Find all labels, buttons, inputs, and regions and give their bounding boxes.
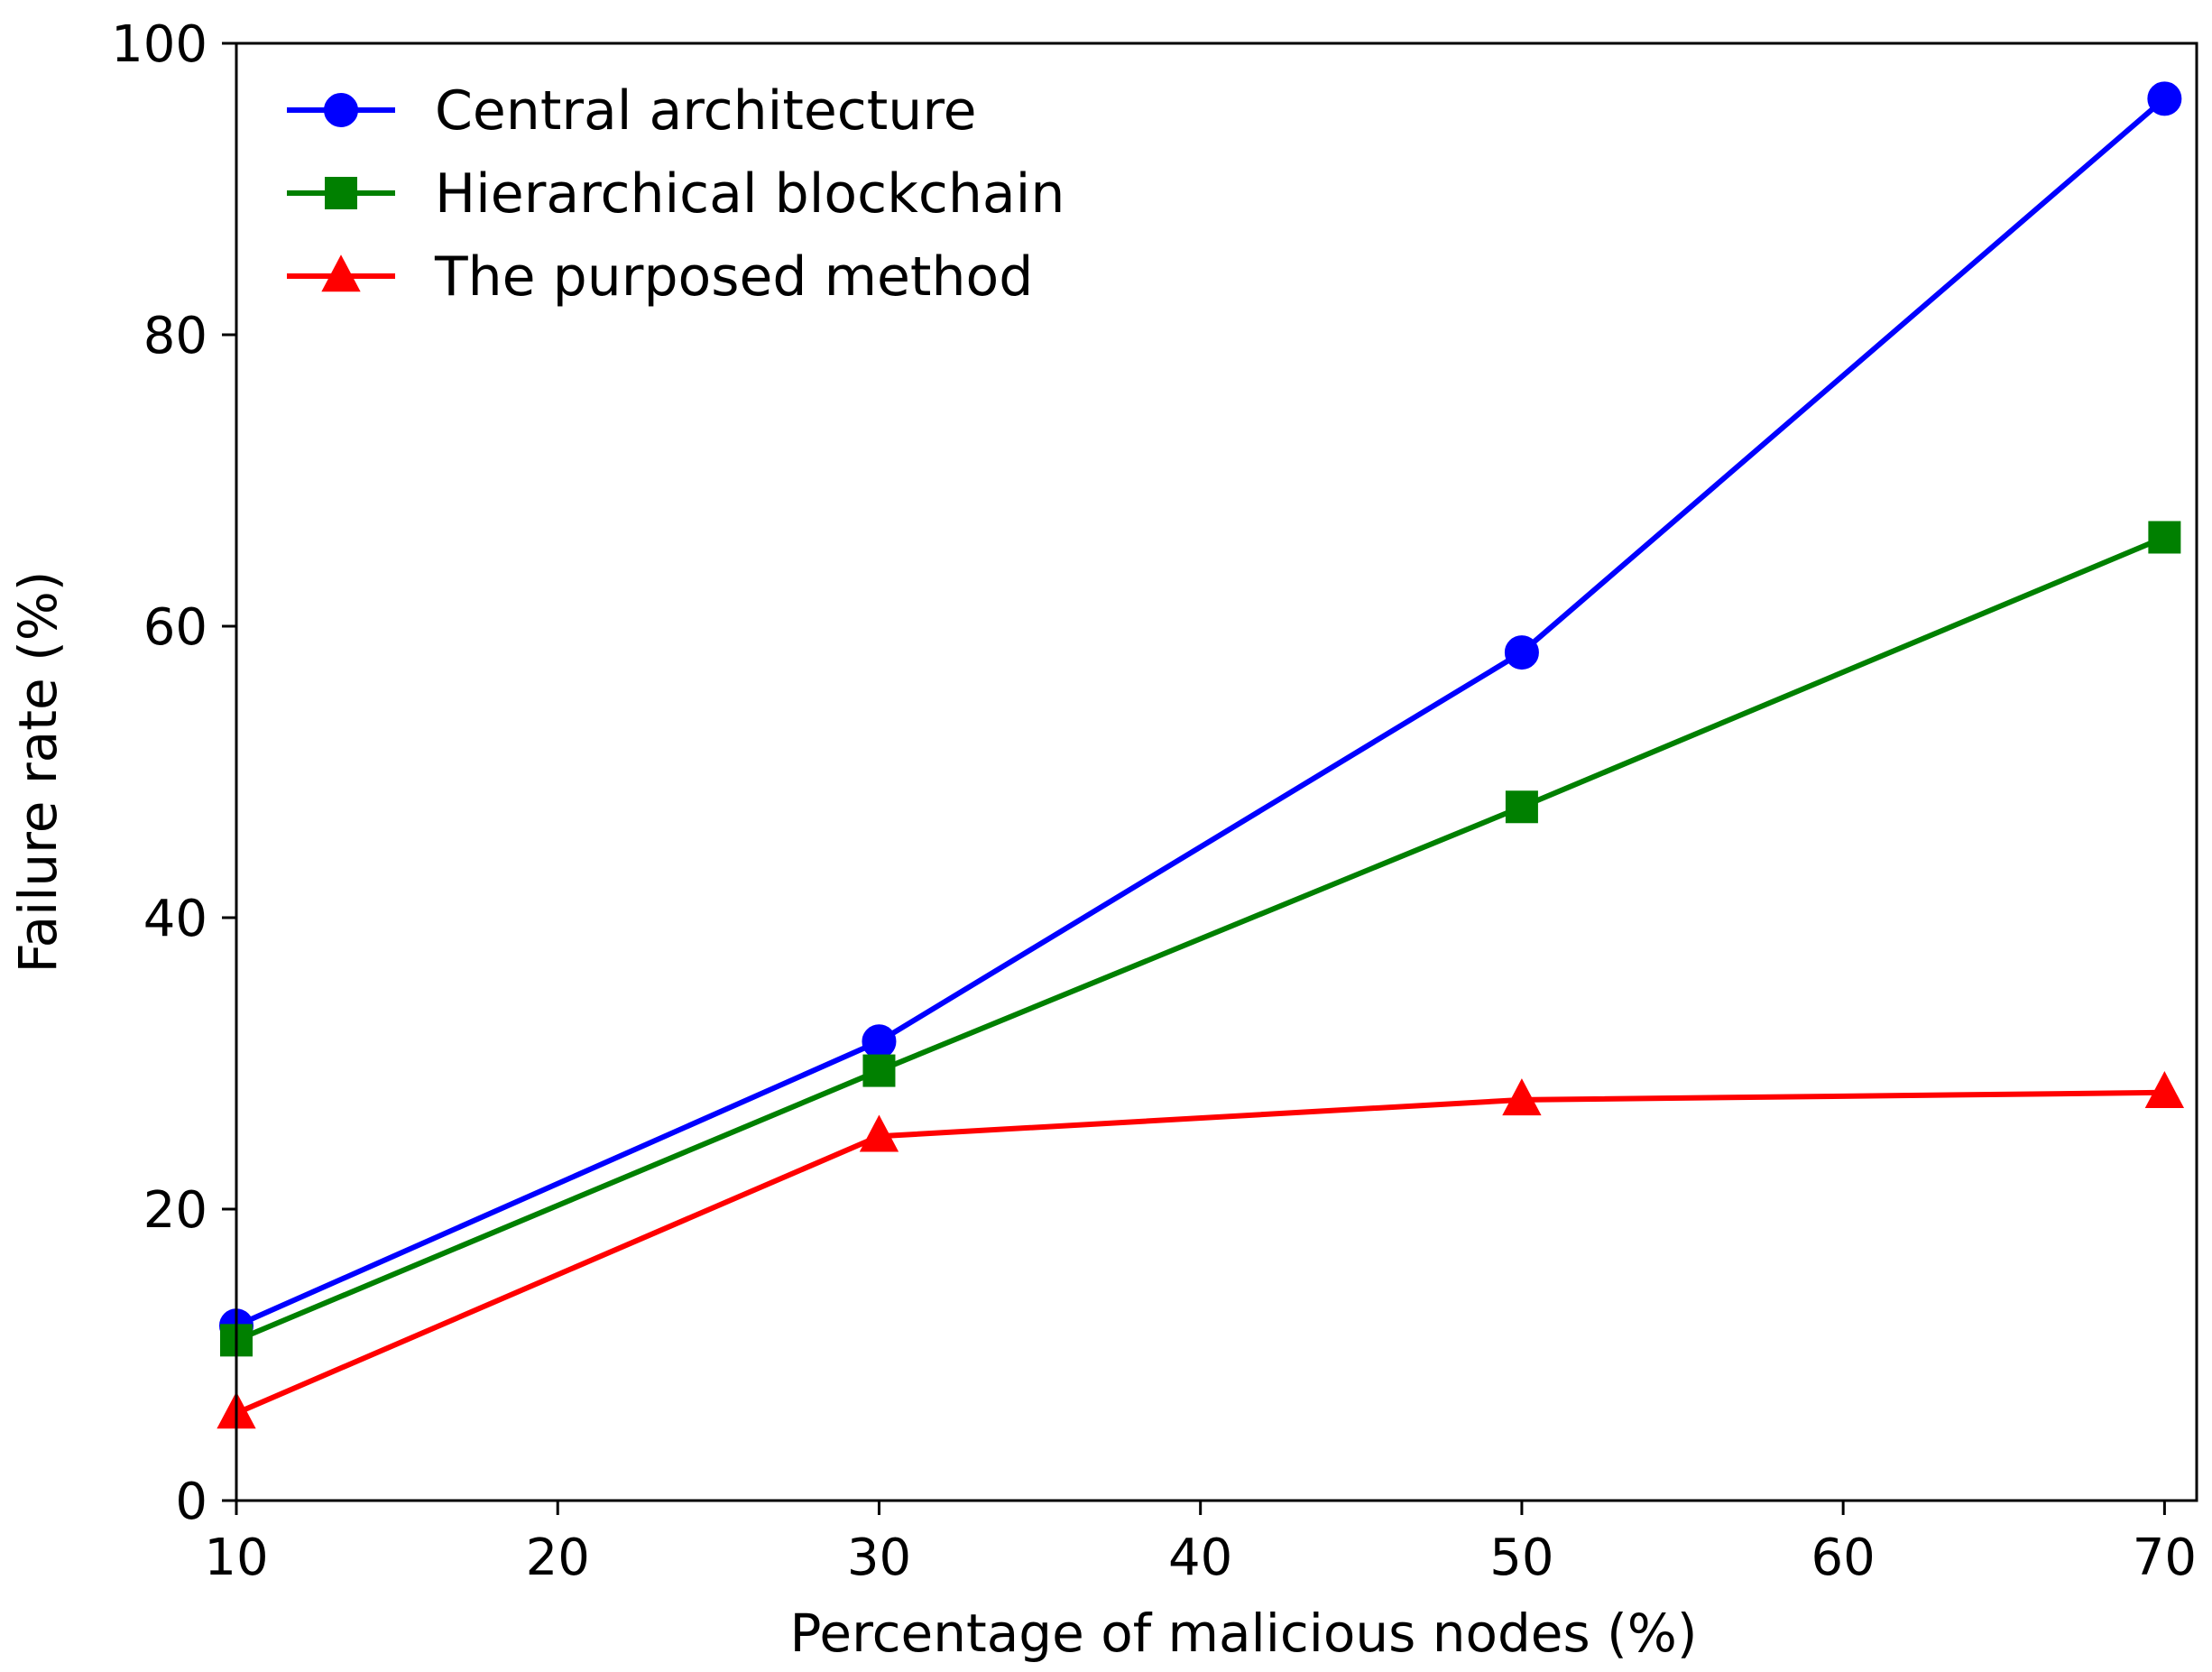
legend-label: The purposed method <box>434 245 1033 309</box>
legend-marker-triangle <box>321 254 361 292</box>
series-hierarchical-blockchain <box>220 521 2181 1357</box>
series-line <box>235 97 2167 1328</box>
legend: Central architecture Hierarchical blockch… <box>287 79 1065 309</box>
x-tick-label: 10 <box>204 1529 268 1587</box>
data-point-square <box>2148 521 2181 554</box>
x-axis-title: Percentage of malicious nodes (%) <box>790 1603 1698 1664</box>
data-point-triangle <box>2144 1071 2185 1108</box>
x-tick-label: 40 <box>1168 1529 1232 1587</box>
x-tick-label: 20 <box>526 1529 590 1587</box>
data-point-circle <box>2147 81 2182 116</box>
data-point-square <box>1505 790 1538 824</box>
y-tick-label: 40 <box>143 890 207 948</box>
series-line <box>235 534 2166 1344</box>
legend-marker-circle <box>324 93 358 127</box>
plot-frame <box>235 42 2198 1502</box>
y-tick-label: 100 <box>111 15 207 74</box>
x-tick-label: 70 <box>2133 1529 2197 1587</box>
legend-item: Hierarchical blockchain <box>287 162 1065 226</box>
y-tick-label: 0 <box>175 1473 207 1531</box>
series-the-purposed-method <box>217 1071 2185 1429</box>
data-point-square <box>862 1054 896 1087</box>
legend-label: Central architecture <box>435 79 977 143</box>
data-point-triangle <box>1502 1078 1542 1116</box>
legend-label: Hierarchical blockchain <box>435 162 1065 226</box>
y-axis-title: Failure rate (%) <box>7 571 69 974</box>
axes-layer: 10 20 30 40 50 60 70 0 20 40 60 80 100 <box>111 15 2198 1587</box>
x-tick-label: 60 <box>1811 1529 1876 1587</box>
y-tick-label: 60 <box>143 598 207 657</box>
series-layer <box>217 81 2185 1429</box>
legend-item: The purposed method <box>287 245 1033 309</box>
y-tick-label: 80 <box>143 307 207 365</box>
legend-item: Central architecture <box>287 79 977 143</box>
data-point-circle <box>862 1024 897 1059</box>
x-tick-label: 50 <box>1489 1529 1553 1587</box>
x-tick-label: 30 <box>847 1529 911 1587</box>
legend-marker-square <box>325 177 357 209</box>
data-point-circle <box>1504 635 1539 670</box>
data-point-triangle <box>859 1114 899 1152</box>
y-tick-label: 20 <box>143 1181 207 1240</box>
series-line <box>235 1089 2165 1416</box>
series-central-architecture <box>219 81 2182 1344</box>
